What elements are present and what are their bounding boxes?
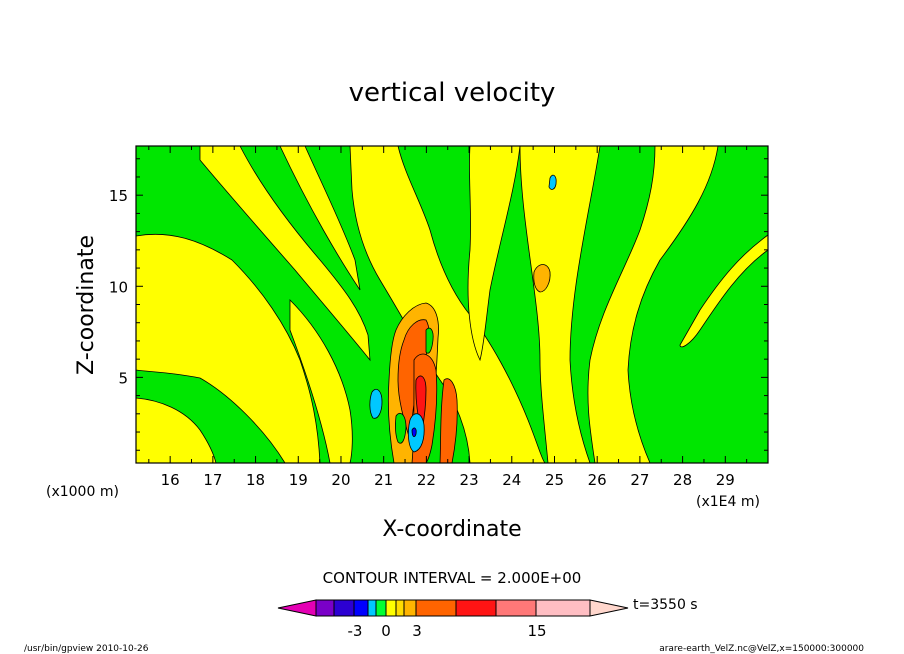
contour-region-cyan <box>548 174 557 190</box>
colorbar-box <box>367 599 377 617</box>
x-tick-label: 23 <box>460 471 479 489</box>
x-tick-label: 19 <box>289 471 308 489</box>
time-label: t=3550 s <box>633 597 698 613</box>
x-axis: 16 17 18 19 20 21 22 23 24 25 26 27 28 29 <box>148 146 748 489</box>
colorbar-box <box>385 599 397 617</box>
x-tick-label: 20 <box>331 471 350 489</box>
x-tick-label: 21 <box>374 471 393 489</box>
colorbar-box <box>353 599 369 617</box>
contour-region-green <box>395 412 407 444</box>
y-tick-label: 10 <box>109 278 128 296</box>
contour-region-yellow <box>279 145 361 291</box>
y-axis-label: Z-coordinate <box>74 235 99 375</box>
contour-region-green <box>425 327 434 354</box>
y-tick-label: 15 <box>109 187 128 205</box>
y-axis: 5 10 15 <box>109 158 768 451</box>
colorbar-tick-3: 3 <box>412 622 422 640</box>
colorbar-box <box>455 599 497 617</box>
colorbar-right-arrow <box>589 599 629 617</box>
contour-region-yellow <box>679 234 769 348</box>
contour-region-orange <box>439 378 458 464</box>
footer-left: /usr/bin/gpview 2010-10-26 <box>24 644 149 654</box>
contour-region-yellow <box>135 397 217 464</box>
x-tick-label: 26 <box>588 471 607 489</box>
colorbar-box <box>395 599 405 617</box>
colorbar-box <box>315 599 335 617</box>
x-tick-label: 27 <box>630 471 649 489</box>
contour-region-blue <box>411 427 417 438</box>
colorbar-box <box>535 599 591 617</box>
x-tick-label: 28 <box>673 471 692 489</box>
contour-region-yellow <box>349 145 546 464</box>
colorbar-box <box>415 599 457 617</box>
colorbar-tick-15: 15 <box>527 622 546 640</box>
contour-region-yellow <box>199 145 371 362</box>
colorbar-box <box>375 599 387 617</box>
x-tick-label: 16 <box>161 471 180 489</box>
colorbar-box <box>495 599 537 617</box>
colorbar-tick-m3: -3 <box>348 622 363 640</box>
contour-interval-label: CONTOUR INTERVAL = 2.000E+00 <box>323 569 582 587</box>
x-tick-label: 17 <box>203 471 222 489</box>
x-tick-label: 29 <box>716 471 735 489</box>
contour-fills <box>135 145 769 464</box>
chart-title: vertical velocity <box>349 78 556 108</box>
x-tick-label: 22 <box>417 471 436 489</box>
colorbar: -3 0 3 15 t=3550 s <box>277 597 698 640</box>
colorbar-box <box>333 599 355 617</box>
x-tick-label: 24 <box>502 471 521 489</box>
footer-right: arare-earth_VelZ.nc@VelZ,x=150000:300000 <box>659 644 864 654</box>
y-unit-label: (x1000 m) <box>46 484 119 500</box>
x-unit-label: (x1E4 m) <box>696 494 760 510</box>
contour-region-yellow <box>135 233 321 464</box>
colorbar-box <box>403 599 417 617</box>
x-axis-label: X-coordinate <box>382 517 521 542</box>
y-tick-label: 5 <box>118 369 128 387</box>
x-tick-label: 25 <box>545 471 564 489</box>
contour-region-cyan <box>369 388 383 419</box>
contour-region-lightorange <box>533 264 551 293</box>
plot-area <box>135 145 769 464</box>
x-tick-label: 18 <box>246 471 265 489</box>
colorbar-tick-0: 0 <box>381 622 391 640</box>
contour-region-yellow <box>467 145 521 362</box>
contour-region-yellow <box>289 299 353 464</box>
colorbar-left-arrow <box>277 599 317 617</box>
